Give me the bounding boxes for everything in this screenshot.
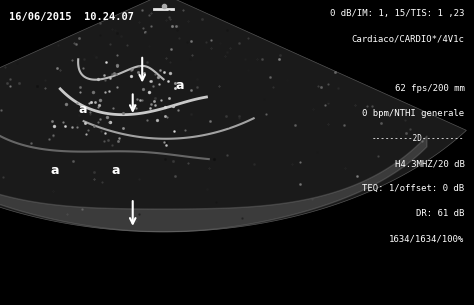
Text: a: a — [50, 164, 59, 177]
Text: DR: 61 dB: DR: 61 dB — [416, 209, 465, 218]
Text: 0 dB/IM: 1, 15/TIS: 1 ,23: 0 dB/IM: 1, 15/TIS: 1 ,23 — [330, 9, 465, 18]
Text: 0 bpm/NTHI generale: 0 bpm/NTHI generale — [363, 109, 465, 118]
Text: a: a — [176, 79, 184, 92]
Text: 16/06/2015  10.24.07: 16/06/2015 10.24.07 — [9, 12, 135, 22]
Text: a: a — [112, 164, 120, 177]
PathPatch shape — [0, 0, 466, 232]
Text: a: a — [79, 103, 87, 116]
Text: H4.3MHZ/20 dB: H4.3MHZ/20 dB — [395, 159, 465, 168]
Text: 62 fps/200 mm: 62 fps/200 mm — [395, 84, 465, 93]
Text: TEQ: 1/offset: 0 dB: TEQ: 1/offset: 0 dB — [363, 184, 465, 193]
Text: Cardiaco/CARDIO*/4V1c: Cardiaco/CARDIO*/4V1c — [352, 34, 465, 43]
Text: 1634/1634/100%: 1634/1634/100% — [389, 234, 465, 243]
Text: ---------2D---------: ---------2D--------- — [372, 134, 465, 143]
